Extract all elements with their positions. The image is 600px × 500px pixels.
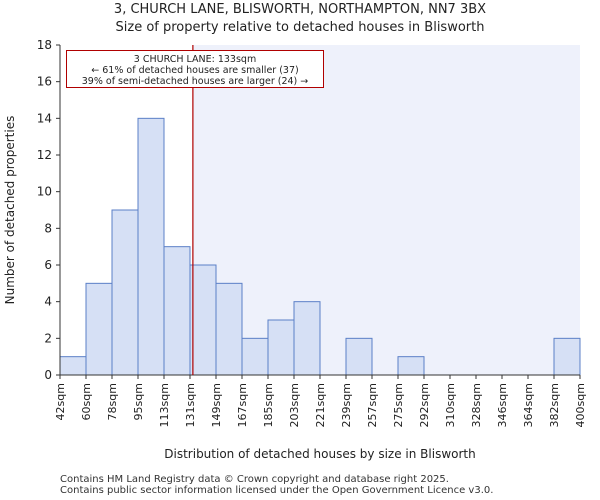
x-tick-label: 113sqm — [158, 383, 171, 427]
x-tick-label: 310sqm — [444, 383, 457, 427]
x-tick-label: 149sqm — [210, 383, 223, 427]
x-tick-label: 131sqm — [184, 383, 197, 427]
y-tick-label: 12 — [37, 148, 52, 162]
x-tick-label: 95sqm — [132, 383, 145, 420]
x-tick-label: 257sqm — [366, 383, 379, 427]
x-tick-label: 275sqm — [392, 383, 405, 427]
annotation-line-1: 3 CHURCH LANE: 133sqm — [133, 54, 257, 65]
bar-239sqm — [345, 337, 373, 376]
x-tick-label: 185sqm — [262, 383, 275, 427]
y-axis-label: Number of detached properties — [3, 116, 17, 305]
bar-131sqm — [189, 264, 217, 376]
x-tick-label: 239sqm — [340, 383, 353, 427]
y-tick-label: 16 — [37, 75, 52, 89]
x-tick-label: 328sqm — [470, 383, 483, 427]
annotation-box: 3 CHURCH LANE: 133sqm ← 61% of detached … — [66, 50, 324, 88]
bar-42sqm — [59, 356, 87, 376]
y-tick-label: 8 — [44, 221, 52, 235]
bar-149sqm — [215, 282, 243, 376]
y-tick-label: 6 — [44, 258, 52, 272]
bar-382sqm — [553, 337, 581, 376]
x-tick-label: 167sqm — [236, 383, 249, 427]
y-tick-label: 4 — [44, 295, 52, 309]
bar-203sqm — [293, 301, 321, 376]
chart-title: 3, CHURCH LANE, BLISWORTH, NORTHAMPTON, … — [113, 2, 487, 17]
bar-95sqm — [137, 117, 165, 376]
y-tick-label: 2 — [44, 331, 52, 345]
bar-167sqm — [241, 337, 269, 376]
x-axis-label: Distribution of detached houses by size … — [164, 447, 475, 461]
bar-60sqm — [85, 282, 113, 376]
histogram-chart: 0 2 4 6 8 10 12 14 16 18 42sqm 60sqm 78sqm 95sqm 113sq… — [3, 38, 587, 461]
x-tick-label: 42sqm — [54, 383, 67, 420]
x-tick-label: 78sqm — [106, 383, 119, 420]
x-tick-label: 203sqm — [288, 383, 301, 427]
y-tick-label: 14 — [37, 111, 52, 125]
x-tick-label: 60sqm — [80, 383, 93, 420]
x-tick-label: 221sqm — [314, 383, 327, 427]
highlight-region — [192, 45, 580, 375]
bar-275sqm — [397, 356, 425, 376]
x-tick-label: 400sqm — [574, 383, 587, 427]
bar-185sqm — [267, 319, 295, 376]
bar-78sqm — [111, 209, 139, 376]
chart-subtitle: Size of property relative to detached ho… — [115, 20, 485, 35]
annotation-line-3: 39% of semi-detached houses are larger (… — [81, 76, 309, 87]
y-tick-label: 10 — [37, 185, 52, 199]
x-tick-label: 382sqm — [548, 383, 561, 427]
x-tick-label: 346sqm — [496, 383, 509, 427]
y-tick-label: 0 — [44, 368, 52, 382]
x-tick-label: 364sqm — [522, 383, 535, 427]
footer-line-2: Contains public sector information licen… — [60, 485, 494, 496]
annotation-line-2: ← 61% of detached houses are smaller (37… — [91, 65, 299, 76]
y-tick-label: 18 — [37, 38, 52, 52]
footer-line-1: Contains HM Land Registry data © Crown c… — [60, 474, 449, 485]
x-tick-label: 292sqm — [418, 383, 431, 427]
bar-113sqm — [163, 246, 191, 376]
